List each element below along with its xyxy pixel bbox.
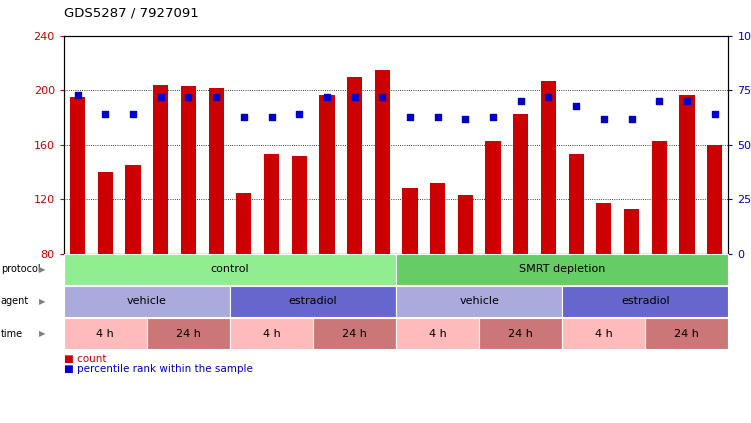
Bar	[707, 145, 722, 254]
Bar	[596, 203, 611, 254]
Bar	[403, 189, 418, 254]
Point	[460, 115, 472, 122]
Text: ■ percentile rank within the sample: ■ percentile rank within the sample	[64, 364, 252, 374]
Bar	[319, 94, 334, 254]
Bar	[430, 183, 445, 254]
Point	[432, 113, 444, 120]
Point	[155, 93, 167, 100]
Point	[542, 93, 554, 100]
Bar	[98, 172, 113, 254]
Bar	[264, 154, 279, 254]
Bar	[347, 77, 362, 254]
Point	[709, 111, 721, 118]
Text: control: control	[211, 264, 249, 274]
Point	[210, 93, 222, 100]
Text: 4 h: 4 h	[96, 329, 114, 338]
Point	[348, 93, 360, 100]
Point	[514, 98, 526, 105]
Text: 4 h: 4 h	[595, 329, 613, 338]
Bar	[181, 86, 196, 254]
Point	[626, 115, 638, 122]
Point	[266, 113, 278, 120]
Point	[238, 113, 250, 120]
Text: 4 h: 4 h	[429, 329, 447, 338]
Point	[570, 102, 582, 109]
Point	[376, 93, 388, 100]
Point	[598, 115, 610, 122]
Text: 4 h: 4 h	[263, 329, 280, 338]
Point	[321, 93, 333, 100]
Bar	[513, 113, 529, 254]
Bar	[70, 97, 86, 254]
Bar	[569, 154, 584, 254]
Point	[99, 111, 111, 118]
Bar	[652, 141, 667, 254]
Bar	[125, 165, 140, 254]
Bar	[375, 70, 390, 254]
Bar	[541, 81, 556, 254]
Point	[681, 98, 693, 105]
Text: estradiol: estradiol	[621, 297, 670, 306]
Text: 24 h: 24 h	[508, 329, 533, 338]
Text: vehicle: vehicle	[460, 297, 499, 306]
Bar	[237, 192, 252, 254]
Text: ▶: ▶	[39, 297, 46, 306]
Text: GDS5287 / 7927091: GDS5287 / 7927091	[64, 6, 198, 19]
Text: SMRT depletion: SMRT depletion	[519, 264, 605, 274]
Point	[293, 111, 305, 118]
Point	[404, 113, 416, 120]
Bar	[153, 85, 168, 254]
Text: agent: agent	[1, 297, 29, 306]
Bar	[680, 94, 695, 254]
Text: 24 h: 24 h	[176, 329, 201, 338]
Text: protocol: protocol	[1, 264, 41, 274]
Text: vehicle: vehicle	[127, 297, 167, 306]
Text: estradiol: estradiol	[289, 297, 337, 306]
Text: 24 h: 24 h	[342, 329, 367, 338]
Point	[487, 113, 499, 120]
Text: ▶: ▶	[39, 265, 46, 274]
Bar	[209, 88, 224, 254]
Text: time: time	[1, 329, 23, 338]
Point	[71, 91, 83, 98]
Point	[182, 93, 195, 100]
Point	[127, 111, 139, 118]
Bar	[485, 141, 501, 254]
Point	[653, 98, 665, 105]
Bar	[624, 209, 639, 254]
Text: 24 h: 24 h	[674, 329, 699, 338]
Text: ■ count: ■ count	[64, 354, 107, 364]
Bar	[291, 156, 307, 254]
Bar	[458, 195, 473, 254]
Text: ▶: ▶	[39, 329, 46, 338]
